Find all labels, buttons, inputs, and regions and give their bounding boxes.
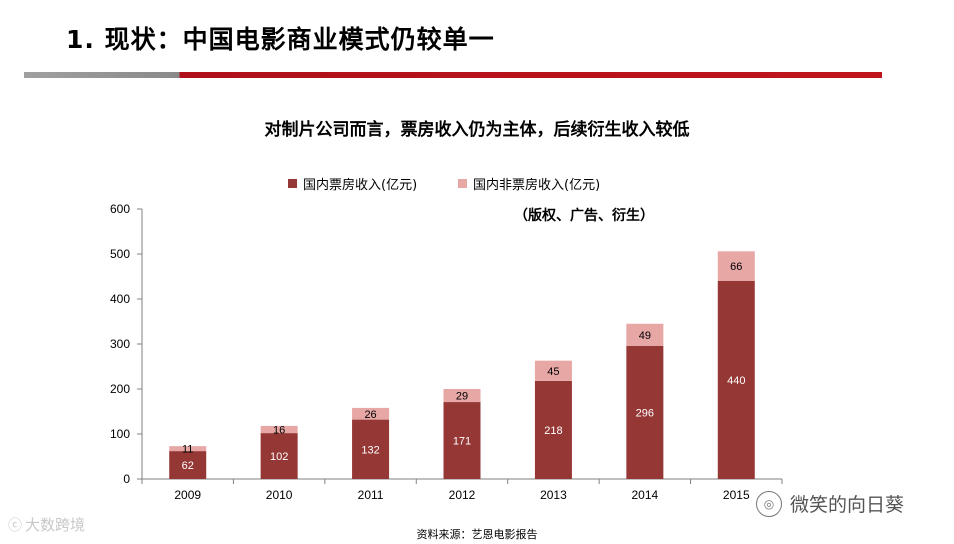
data-label-box-office: 171 (453, 436, 471, 448)
y-tick-label: 600 (110, 202, 130, 216)
x-tick-label: 2011 (358, 488, 384, 502)
legend-label-non-box-office: 国内非票房收入(亿元) (473, 178, 601, 193)
x-tick-label: 2009 (174, 488, 201, 502)
watermark-right-text: 微笑的向日葵 (790, 494, 905, 516)
source-note: 资料来源：艺恩电影报告 (416, 528, 538, 541)
data-label-non-box-office: 29 (456, 391, 468, 403)
y-tick-label: 0 (123, 472, 130, 486)
legend-label-box-office: 国内票房收入(亿元) (303, 178, 418, 193)
watermark-left-text: 大数跨境 (25, 516, 86, 534)
bar-non-box-office (169, 446, 207, 452)
bar-non-box-office (626, 323, 664, 346)
bar-box-office (443, 402, 481, 479)
x-tick-label: 2012 (449, 488, 476, 502)
y-tick-label: 200 (110, 382, 130, 396)
watermark-right: ◎ 微笑的向日葵 (752, 488, 909, 519)
legend-item-box-office: 国内票房收入(亿元) (288, 174, 417, 193)
legend-swatch-box-office (288, 179, 297, 188)
y-tick-label: 500 (110, 247, 130, 261)
data-label-box-office: 218 (544, 425, 562, 437)
watermark-left: ⓒ 大数跨境 (8, 514, 85, 535)
bar-box-office (626, 345, 664, 479)
bar-non-box-office (534, 360, 572, 381)
data-label-box-office: 440 (727, 375, 745, 387)
data-label-non-box-office: 26 (364, 409, 376, 421)
bar-box-office (717, 281, 755, 479)
title-divider (24, 72, 882, 78)
x-tick-label: 2015 (723, 488, 750, 502)
data-label-box-office: 62 (182, 460, 194, 472)
data-label-box-office: 132 (361, 444, 379, 456)
x-tick-label: 2010 (266, 488, 293, 502)
legend-swatch-non-box-office (458, 179, 467, 188)
wechat-icon: ◎ (756, 490, 782, 517)
bar-box-office (169, 451, 207, 479)
data-label-non-box-office: 66 (730, 261, 742, 273)
legend-item-non-box-office: 国内非票房收入(亿元) (458, 174, 600, 193)
y-tick-label: 100 (110, 427, 130, 441)
watermark-logo-icon: ⓒ (8, 517, 22, 534)
legend-note: （版权、广告、衍生） (514, 208, 654, 224)
data-label-non-box-office: 11 (182, 444, 193, 456)
y-tick-label: 400 (110, 292, 130, 306)
data-label-box-office: 296 (636, 407, 654, 419)
data-label-non-box-office: 49 (639, 330, 651, 342)
chart-subtitle: 对制片公司而言，票房收入仍为主体，后续衍生收入较低 (264, 120, 690, 140)
bar-box-office (352, 419, 390, 479)
bar-non-box-office (443, 389, 481, 403)
bar-non-box-office (352, 407, 390, 420)
bar-non-box-office (260, 425, 298, 434)
bar-box-office (260, 433, 298, 479)
data-label-non-box-office: 45 (547, 366, 559, 378)
slide-title: 1. 现状：中国电影商业模式仍较单一 (66, 25, 495, 54)
data-label-box-office: 102 (270, 451, 288, 463)
bar-box-office (534, 380, 572, 479)
chart-legend: 国内票房收入(亿元) 国内非票房收入(亿元) (0, 174, 954, 196)
data-label-non-box-office: 16 (273, 425, 285, 437)
x-tick-label: 2014 (632, 488, 659, 502)
bar-non-box-office (717, 251, 755, 281)
y-tick-label: 300 (110, 337, 130, 351)
x-tick-label: 2013 (540, 488, 567, 502)
